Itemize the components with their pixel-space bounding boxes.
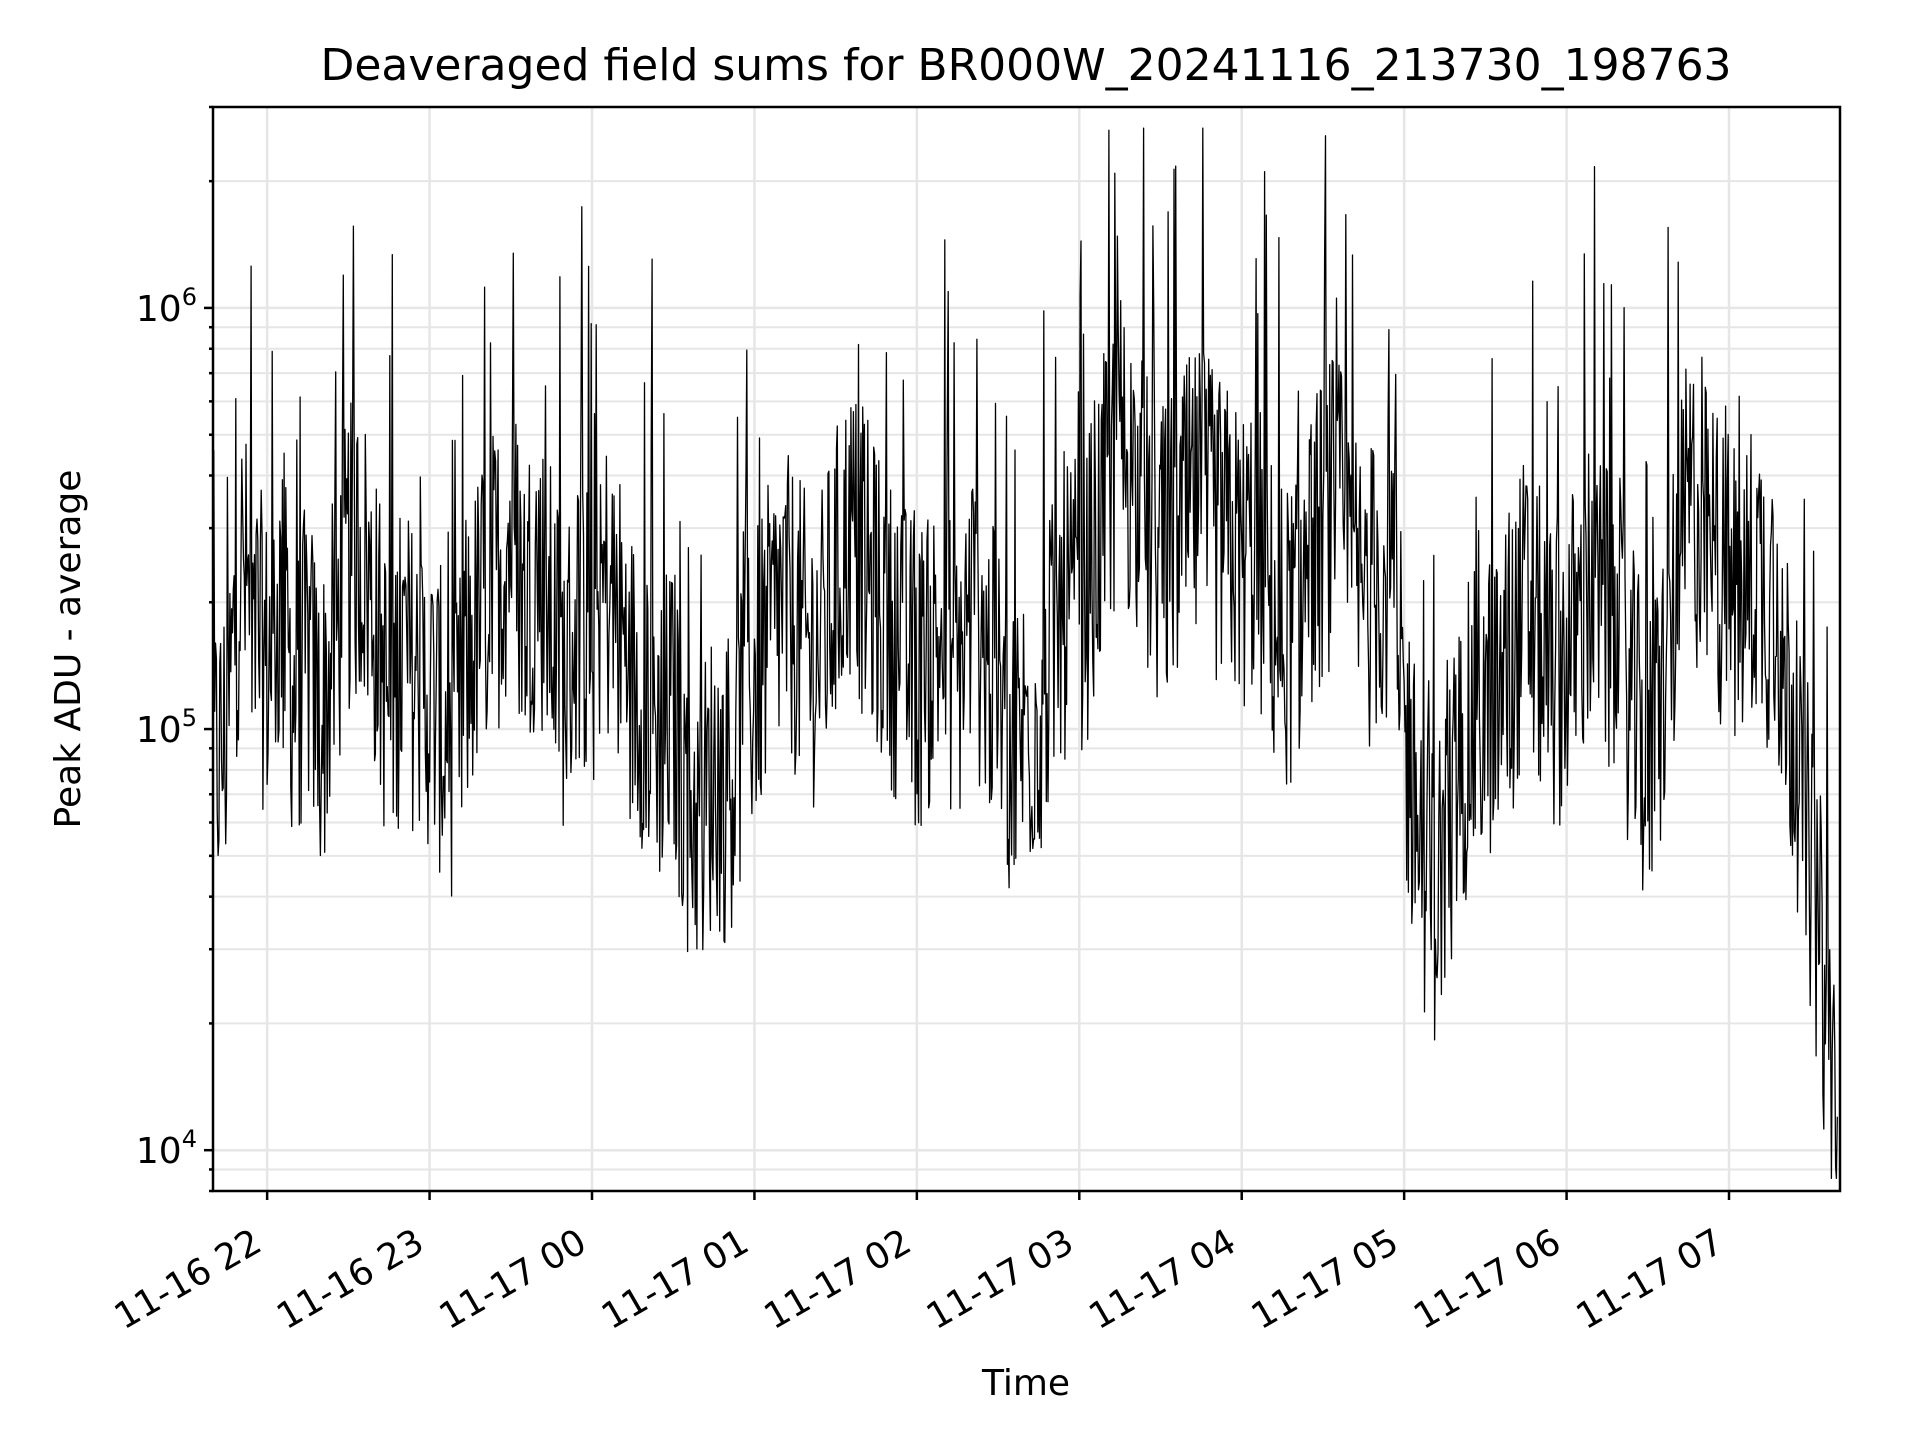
x-tick-label: 11-17 00 [433,1221,594,1337]
y-tick-label: 106 [136,283,197,330]
x-tick-label: 11-17 02 [757,1221,918,1337]
y-tick-label: 105 [136,704,197,751]
x-tick-label: 11-17 04 [1082,1221,1243,1337]
y-axis-label: Peak ADU - average [48,470,89,829]
series-line [212,127,1838,1180]
y-axis-ticks: 104 105 106 [136,105,213,1193]
x-axis-label: Time [981,1363,1070,1404]
x-tick-label: 11-16 22 [108,1221,269,1337]
chart-title: Deaveraged field sums for BR000W_2024111… [320,40,1731,91]
x-tick-label: 11-17 06 [1407,1221,1568,1337]
x-tick-label: 11-17 07 [1570,1221,1731,1337]
y-tick-label: 104 [136,1125,197,1172]
plot-frame [211,105,1842,1193]
x-axis-ticks: 11-16 22 11-16 23 11-17 00 11-17 01 11-17 02… [108,1191,1731,1338]
x-tick-label: 11-16 23 [270,1221,431,1337]
x-tick-label: 11-17 05 [1245,1221,1406,1337]
x-tick-label: 11-17 03 [920,1221,1081,1337]
x-tick-label: 11-17 01 [595,1221,756,1337]
